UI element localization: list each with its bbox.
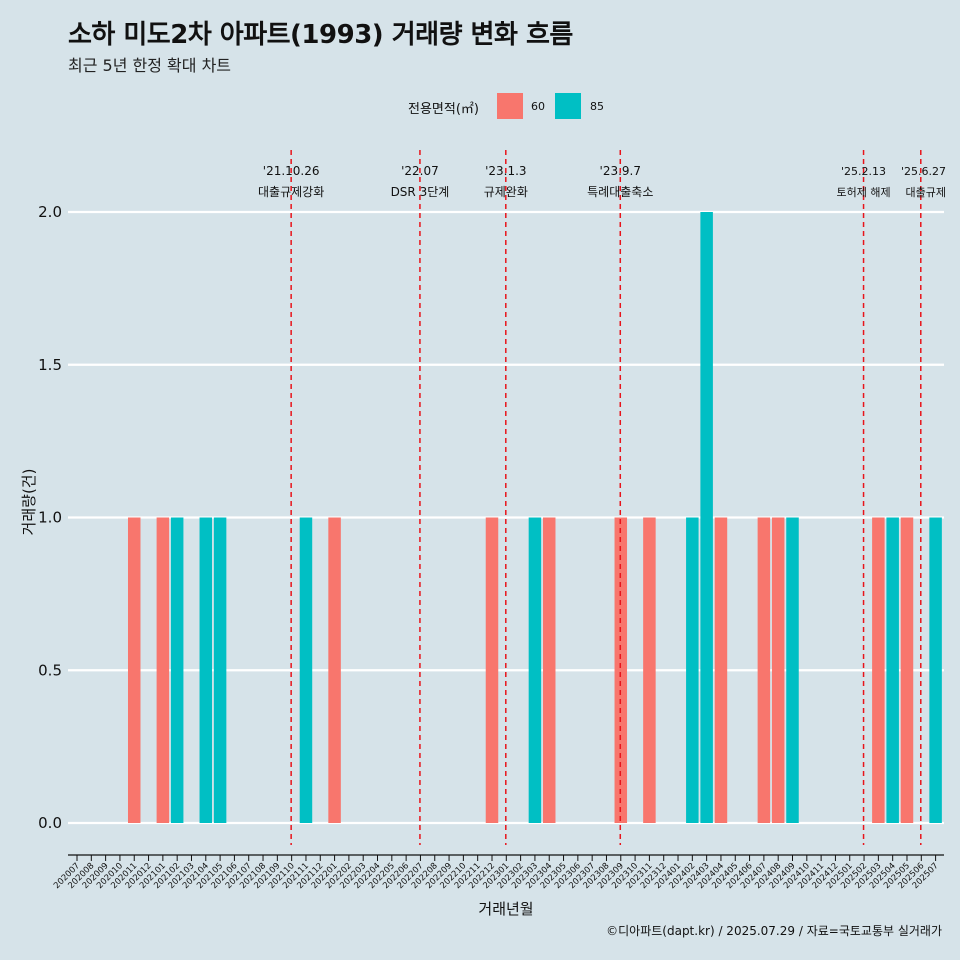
event-date: '25.2.13	[841, 165, 886, 178]
event-label: 규제완화	[484, 185, 528, 199]
bar-60-202408	[771, 517, 785, 823]
event-label: 토허제 해제	[836, 185, 890, 199]
event-label: 특례대출축소	[587, 185, 653, 199]
legend-label-60: 60	[531, 100, 545, 113]
legend-label-85: 85	[590, 100, 604, 113]
y-tick-label: 1.5	[38, 356, 62, 374]
bar-60-202304	[542, 517, 556, 823]
bar-85-202105	[213, 517, 227, 823]
bar-60-202201	[328, 517, 341, 823]
legend-key-85	[555, 93, 581, 119]
event-label: 대출규제	[906, 186, 946, 199]
legend: 전용면적(㎡) 60 85	[0, 93, 960, 121]
event-label: DSR 3단계	[391, 185, 450, 199]
bar-85-202402	[686, 517, 699, 823]
caption: ©디아파트(dapt.kr) / 2025.07.29 / 자료=국토교통부 실…	[606, 924, 942, 938]
bar-60-202311	[643, 517, 656, 823]
chart-subtitle: 최근 5년 한정 확대 차트	[68, 56, 232, 75]
y-axis-label: 거래량(건)	[20, 468, 38, 536]
bar-60-202011	[127, 517, 141, 823]
y-tick-label: 2.0	[38, 203, 62, 221]
event-date: '23.1.3	[485, 164, 526, 178]
chart-title: 소하 미도2차 아파트(1993) 거래량 변화 흐름	[68, 20, 573, 50]
bar-60-202309	[614, 517, 628, 823]
bar-60-202404	[714, 517, 728, 823]
y-tick-label: 0.5	[38, 661, 62, 679]
bar-60-202101	[156, 517, 170, 823]
bar-85-202504	[886, 517, 899, 823]
y-tick-label: 1.0	[38, 509, 62, 527]
event-label: 대출규제강화	[258, 185, 324, 199]
bar-60-202505	[900, 517, 914, 823]
bar-85-202102	[170, 517, 184, 823]
bar-85-202507	[929, 517, 942, 823]
legend-title: 전용면적(㎡)	[408, 102, 479, 117]
event-date: '21.10.26	[263, 164, 320, 178]
event-date: '22.07	[401, 164, 439, 178]
bar-85-202104	[199, 517, 213, 823]
bar-85-202403	[700, 212, 713, 823]
bar-60-202212	[485, 517, 499, 823]
event-date: '23.9.7	[600, 164, 641, 178]
event-date: '25.6.27	[901, 165, 946, 178]
x-axis-label: 거래년월	[478, 900, 533, 918]
bar-85-202303	[528, 517, 542, 823]
y-tick-label: 0.0	[38, 814, 62, 832]
legend-key-60	[497, 93, 523, 119]
bar-60-202503	[872, 517, 885, 823]
bar-85-202409	[786, 517, 799, 823]
bar-60-202407	[757, 517, 771, 823]
bar-85-202111	[299, 517, 313, 823]
